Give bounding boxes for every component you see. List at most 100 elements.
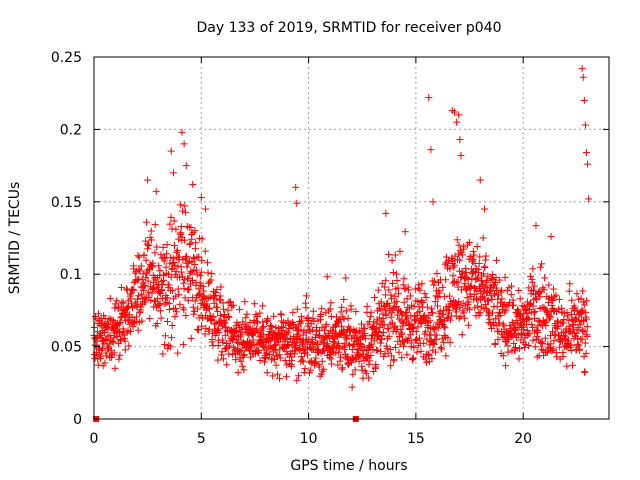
data-point [171,313,179,321]
data-point [250,300,258,308]
data-point [166,220,174,228]
data-point [568,296,576,304]
data-point [133,295,141,303]
data-point [347,305,355,313]
data-point [473,275,481,283]
data-point [327,313,335,321]
data-point [399,281,407,289]
data-point [218,348,226,356]
data-point [188,277,196,285]
data-point [395,348,403,356]
data-point [293,376,301,384]
data-point [565,287,573,295]
data-point [134,252,142,260]
data-point [523,326,531,334]
data-point [262,350,270,358]
data-point [431,277,439,285]
data-point [550,337,558,345]
data-point [522,340,530,348]
data-point [473,286,481,294]
data-point [407,339,415,347]
data-point [293,199,301,207]
data-point [323,273,331,281]
data-point [197,300,205,308]
data-point [549,285,557,293]
data-point [581,368,589,376]
data-point [414,298,422,306]
data-point [364,353,372,361]
data-point [338,303,346,311]
data-point [196,272,204,280]
data-point [458,331,466,339]
data-point [313,327,321,335]
data-point [172,267,180,275]
data-point [172,292,180,300]
data-point [520,326,528,334]
data-point [194,305,202,313]
data-point [412,328,420,336]
data-point [241,298,249,306]
data-point [144,288,152,296]
data-point [141,282,149,290]
data-point [438,345,446,353]
data-point [496,311,504,319]
data-point [135,266,143,274]
data-point [315,363,323,371]
data-point [373,346,381,354]
data-point [578,306,586,314]
data-point [277,311,285,319]
data-point [534,329,542,337]
data-point [334,361,342,369]
data-point [581,339,589,347]
data-point [106,295,114,303]
data-point [470,290,478,298]
data-point [322,309,330,317]
data-point [301,365,309,373]
data-point [528,278,536,286]
data-point [242,314,250,322]
data-point [135,275,143,283]
data-point [109,338,117,346]
data-point [439,283,447,291]
data-point [118,298,126,306]
data-point [172,308,180,316]
data-point [335,348,343,356]
data-point [171,262,179,270]
data-point [389,269,397,277]
data-point [481,205,489,213]
data-point [365,360,373,368]
data-point [342,307,350,315]
data-point [276,354,284,362]
data-point [382,277,390,285]
data-point [473,302,481,310]
data-point [369,346,377,354]
data-point [445,306,453,314]
data-point [184,296,192,304]
data-point [128,314,136,322]
data-point [585,195,593,203]
data-point [372,361,380,369]
data-point [229,301,237,309]
data-point [121,346,129,354]
data-point [476,309,484,317]
data-point [393,297,401,305]
data-point [320,326,328,334]
data-point [492,274,500,282]
data-point [377,298,385,306]
data-point [112,300,120,308]
data-point [216,312,224,320]
y-tick-label: 0.2 [60,122,82,138]
data-point [410,343,418,351]
data-point [295,372,303,380]
data-point [351,366,359,374]
data-point [363,347,371,355]
data-point [187,223,195,231]
data-point [382,310,390,318]
data-point [137,303,145,311]
data-point [344,314,352,322]
data-point [237,323,245,331]
data-point [228,303,236,311]
data-point [206,293,214,301]
data-point [583,323,591,331]
data-point [531,308,539,316]
